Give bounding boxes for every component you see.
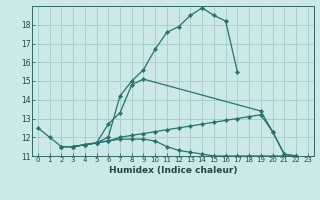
X-axis label: Humidex (Indice chaleur): Humidex (Indice chaleur) [108, 166, 237, 175]
